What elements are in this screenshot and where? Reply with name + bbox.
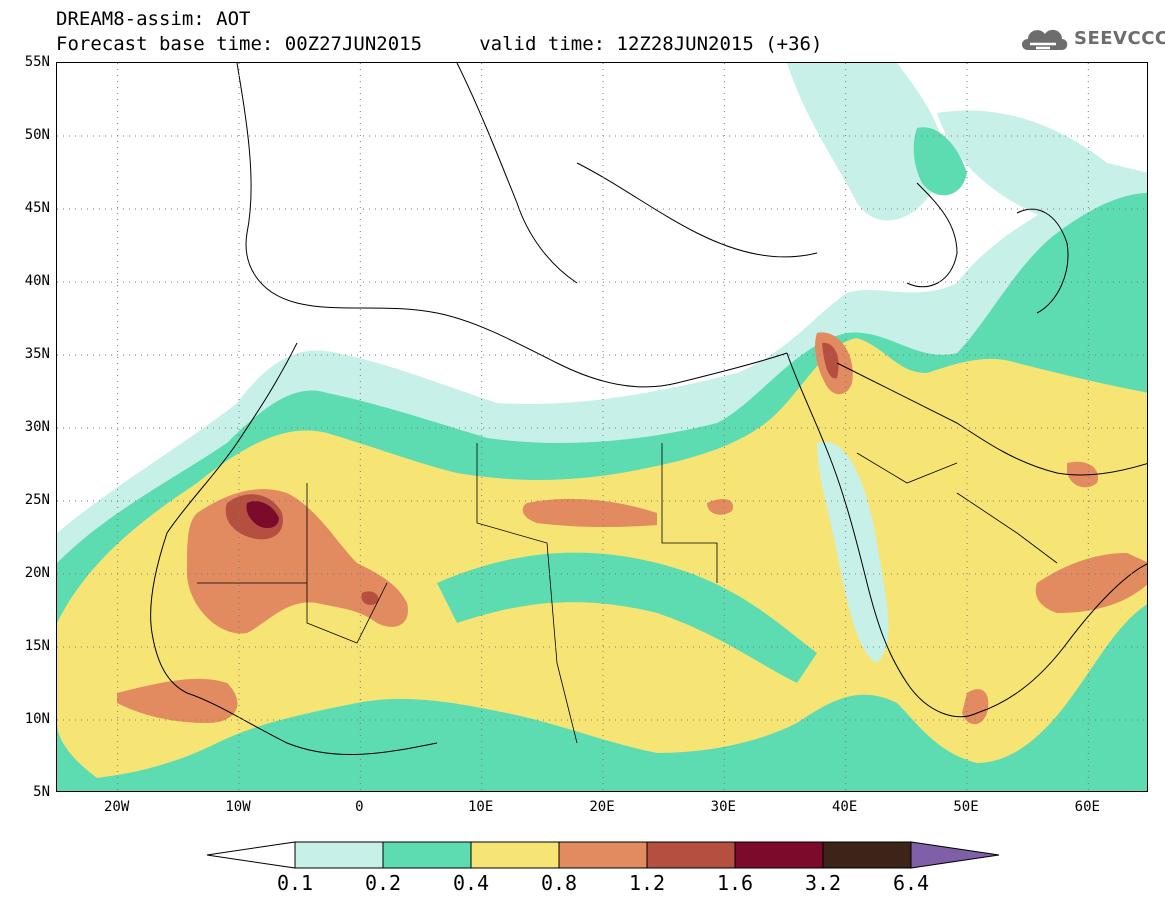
colorbar-label: 0.1 [276, 871, 314, 895]
lon-tick-label: 50E [953, 799, 979, 815]
aot-red-sea-band [817, 441, 889, 663]
country-borders [197, 443, 1058, 744]
lat-tick-label: 20N [24, 565, 50, 581]
lon-tick-label: 20W [104, 799, 130, 815]
colorbar-over-triangle [910, 841, 1000, 869]
map-area [56, 62, 1148, 792]
title-line-1: DREAM8-assim: AOT [56, 8, 251, 30]
lon-tick-label: 40E [832, 799, 858, 815]
lat-tick-label: 15N [24, 638, 50, 654]
colorbar-box [734, 841, 824, 869]
colorbar-box [822, 841, 912, 869]
lat-tick-label: 5N [33, 784, 50, 800]
lat-tick-label: 55N [24, 54, 50, 70]
seevccc-logo: SEEVCCC [1018, 22, 1165, 56]
colorbar-box [646, 841, 736, 869]
lat-tick-label: 35N [24, 346, 50, 362]
lon-tick-label: 10W [225, 799, 251, 815]
lon-tick-label: 60E [1074, 799, 1100, 815]
lon-tick-label: 10E [468, 799, 494, 815]
colorbar-label: 6.4 [892, 871, 930, 895]
colorbar-label: 3.2 [804, 871, 842, 895]
lat-tick-label: 45N [24, 200, 50, 216]
colorbar-under-triangle [206, 841, 296, 869]
aot-band-1-6 [246, 501, 279, 529]
cloud-icon [1022, 29, 1068, 50]
lon-tick-label: 20E [589, 799, 615, 815]
title-line-2: Forecast base time: 00Z27JUN2015 valid t… [56, 33, 823, 55]
colorbar-box [382, 841, 472, 869]
lat-tick-label: 25N [24, 492, 50, 508]
grid-lines [57, 63, 1147, 791]
colorbar-box [470, 841, 560, 869]
lat-tick-label: 10N [24, 711, 50, 727]
logo-text: SEEVCCC [1074, 28, 1165, 49]
colorbar-label: 0.4 [452, 871, 490, 895]
aot-belt-sahel [437, 552, 817, 683]
colorbar-label: 1.6 [716, 871, 754, 895]
colorbar-box [294, 841, 384, 869]
colorbar-label: 1.2 [628, 871, 666, 895]
lat-tick-label: 50N [24, 127, 50, 143]
colorbar-box [558, 841, 648, 869]
colorbar-label: 0.2 [364, 871, 402, 895]
lon-tick-label: 0 [355, 799, 364, 815]
lat-tick-label: 30N [24, 419, 50, 435]
colorbar [206, 841, 1000, 869]
lat-tick-label: 40N [24, 273, 50, 289]
lon-tick-label: 30E [710, 799, 736, 815]
colorbar-label: 0.8 [540, 871, 578, 895]
aot-field [57, 63, 1147, 791]
coastlines [150, 63, 1147, 755]
